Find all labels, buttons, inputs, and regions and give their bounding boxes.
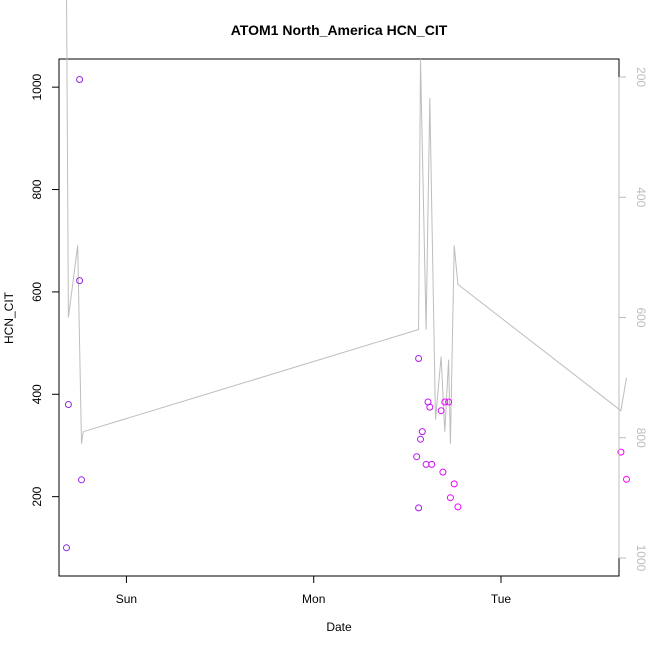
data-point [415, 355, 423, 362]
plot-frame [58, 58, 620, 577]
data-point [417, 435, 424, 443]
data-point [617, 448, 625, 456]
data-point [439, 468, 447, 476]
y-tick-label: 1000 [30, 73, 44, 100]
y2-tick-label: 800 [634, 428, 648, 448]
y-tick-label: 600 [30, 282, 44, 302]
data-point [64, 401, 72, 408]
data-point [446, 494, 454, 502]
x-axis-label: Date [326, 620, 352, 634]
y-axis-left: 200 400 600 800 1000 [30, 73, 60, 507]
x-axis: Sun Mon Tue [116, 575, 512, 606]
y-axis-label: HCN_CIT [2, 291, 16, 344]
x-tick-label: Sun [116, 592, 137, 606]
data-point [426, 403, 434, 411]
y2-tick-label: 1000 [634, 545, 648, 572]
data-point [450, 480, 458, 488]
data-point [445, 398, 453, 406]
data-point [63, 544, 70, 552]
y-axis-right: 200 400 600 800 1000 [618, 67, 648, 572]
y2-tick-label: 200 [634, 67, 648, 87]
data-point [437, 407, 445, 415]
x-tick-label: Mon [302, 592, 325, 606]
data-point [76, 76, 84, 83]
data-point [418, 428, 426, 436]
data-point [413, 453, 421, 461]
data-point [441, 398, 449, 406]
chart-title: ATOM1 North_America HCN_CIT [231, 22, 448, 38]
y2-tick-label: 400 [634, 187, 648, 207]
x-tick-label: Tue [491, 592, 512, 606]
data-point [76, 277, 84, 285]
y2-tick-label: 600 [634, 307, 648, 327]
data-point [623, 475, 630, 483]
series-points-group [63, 76, 630, 552]
data-point [428, 460, 436, 468]
data-point [78, 476, 85, 484]
series-line [66, 0, 627, 444]
series-line-group [66, 0, 627, 444]
y-tick-label: 200 [30, 486, 44, 506]
y-tick-label: 400 [30, 384, 44, 404]
data-point [454, 503, 462, 511]
y-tick-label: 800 [30, 179, 44, 199]
data-point [415, 504, 423, 512]
